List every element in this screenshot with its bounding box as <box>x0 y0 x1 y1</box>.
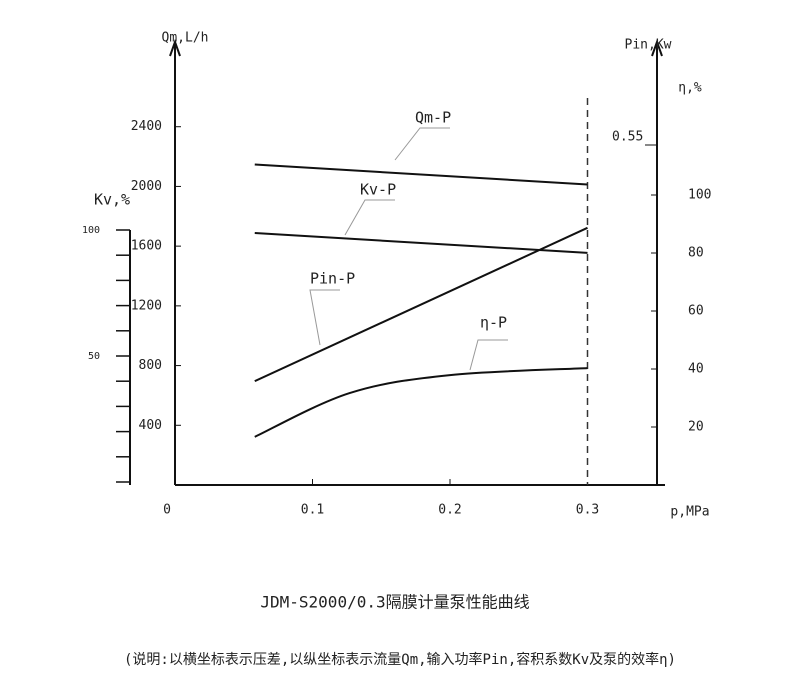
y2-tick-label: 60 <box>688 304 704 319</box>
leader-line <box>469 339 508 371</box>
pin-label: Pin,Kw <box>625 38 672 53</box>
y2-tick-label: 80 <box>688 246 704 261</box>
x-label: p,MPa <box>670 505 709 520</box>
series-label: Pin-P <box>310 270 355 288</box>
y-tick-label: 2400 <box>131 119 162 134</box>
series-label: η-P <box>480 314 507 332</box>
kv-tick-label: 50 <box>88 351 100 362</box>
series-line <box>254 226 588 383</box>
x-tick-label: 0.1 <box>301 503 324 518</box>
series-line <box>254 232 588 254</box>
y-arrow <box>169 39 181 57</box>
y2-label: η,% <box>678 81 702 96</box>
y2-arrow <box>651 39 663 57</box>
series-label: Kv-P <box>360 181 396 199</box>
pin-tick-label: 0.55 <box>612 130 643 145</box>
y-tick-label: 1600 <box>131 239 162 254</box>
kv-label: Kv,% <box>94 191 130 209</box>
series-line <box>254 163 588 186</box>
series-line <box>254 367 588 438</box>
x-tick-label: 0 <box>163 503 171 518</box>
series-label: Qm-P <box>415 109 451 127</box>
y-tick-label: 1200 <box>131 298 162 313</box>
kv-tick-label: 100 <box>82 225 100 236</box>
y-label: Qm,L/h <box>162 31 209 46</box>
leader-line <box>394 127 450 161</box>
leader-line <box>344 199 395 236</box>
y2-tick-label: 40 <box>688 362 704 377</box>
x-tick-label: 0.2 <box>438 503 461 518</box>
x-tick-label: 0.3 <box>576 503 599 518</box>
chart-title: JDM-S2000/0.3隔膜计量泵性能曲线 <box>260 593 529 612</box>
y-tick-label: 400 <box>139 418 162 433</box>
y2-tick-label: 20 <box>688 420 704 435</box>
y-tick-label: 800 <box>139 358 162 373</box>
y-tick-label: 2000 <box>131 179 162 194</box>
note: (说明:以横坐标表示压差,以纵坐标表示流量Qm,输入功率Pin,容积系数Kv及泵… <box>124 651 676 668</box>
y2-tick-label: 100 <box>688 188 711 203</box>
leader-line <box>309 289 340 346</box>
